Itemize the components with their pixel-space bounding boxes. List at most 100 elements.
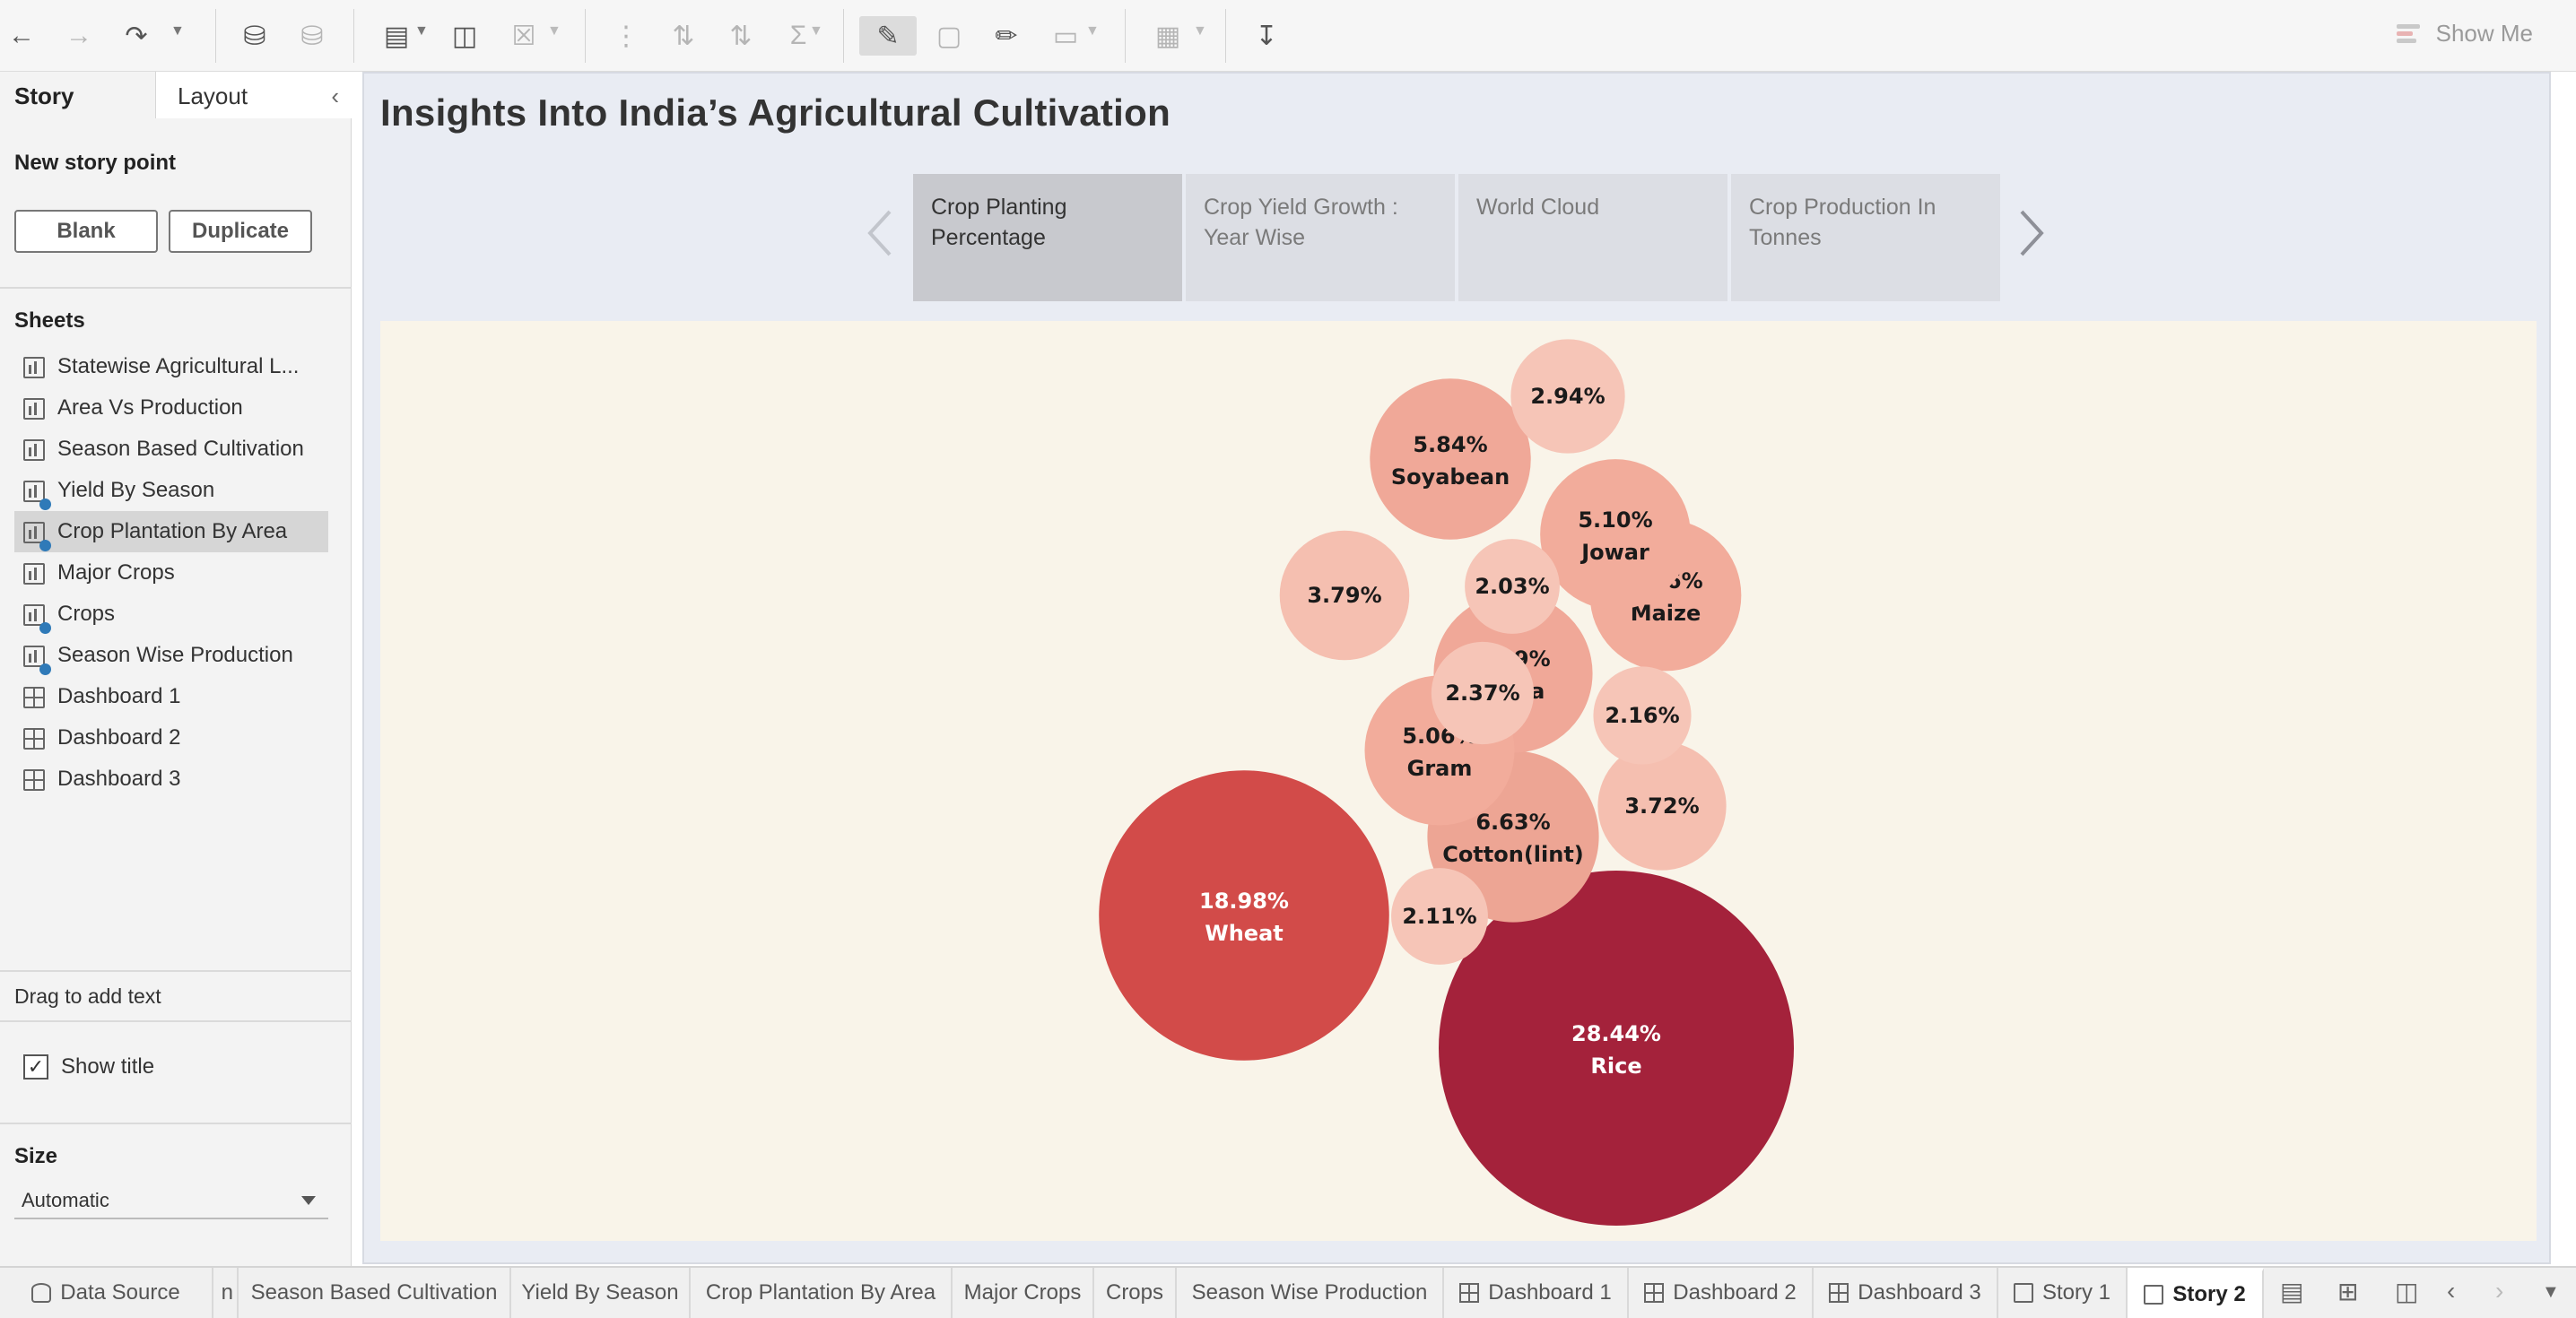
bubble-mark[interactable] <box>1391 868 1488 965</box>
show-me-button[interactable]: Show Me <box>2396 20 2533 48</box>
new-worksheet-icon[interactable]: ▤ <box>383 21 410 51</box>
sheet-item-season-based-cultivation[interactable]: Season Based Cultivation <box>14 429 328 470</box>
new-data-source-icon[interactable]: ⛁ <box>243 21 266 51</box>
sheet-item-yield-by-season[interactable]: Yield By Season <box>14 470 328 511</box>
story-point-crop-planting-percentage[interactable]: Crop Planting Percentage <box>913 174 1182 301</box>
story-point-crop-production[interactable]: Crop Production In Tonnes <box>1731 174 2000 301</box>
back-arrow-icon[interactable]: ← <box>8 21 35 50</box>
presentation-icon[interactable]: ↧ <box>1255 21 1278 51</box>
totals-icon[interactable]: Σ <box>789 21 807 50</box>
story-point-world-cloud[interactable]: World Cloud <box>1458 174 1727 301</box>
bubble-value-label: 2.16% <box>1605 703 1679 728</box>
sort-descending-icon[interactable]: ⇅ <box>729 21 753 51</box>
totals-dropdown-icon[interactable]: ▼ <box>809 23 823 39</box>
tab-story[interactable]: Story <box>0 72 156 118</box>
bubble-mark[interactable] <box>1370 378 1531 540</box>
scroll-tabs-left-icon[interactable]: ‹ <box>2447 1277 2456 1305</box>
story-point-crop-yield-growth[interactable]: Crop Yield Growth : Year Wise <box>1186 174 1455 301</box>
collapse-panel-icon[interactable]: ‹ <box>331 82 339 109</box>
bubble-mark[interactable] <box>1597 741 1727 871</box>
tab-dashboard-1[interactable]: Dashboard 1 <box>1444 1268 1629 1318</box>
fix-axes-icon[interactable]: ▦ <box>1154 21 1181 51</box>
forward-arrow-icon[interactable]: → <box>65 21 92 50</box>
tab-label: Story 2 <box>2172 1282 2246 1306</box>
tab-crop-plantation-by-area[interactable]: Crop Plantation By Area <box>691 1268 953 1318</box>
tab-truncated[interactable]: n <box>213 1268 239 1318</box>
tab-season-wise-production[interactable]: Season Wise Production <box>1177 1268 1444 1318</box>
sheet-label: Dashboard 1 <box>57 684 181 708</box>
toolbar: ← → ↷ ▼ ⛁ ⛁ ▤ ▼ ◫ ☒ ▼ ⋮ ⇅ ⇅ Σ ▼ ✎ ▢ ✏ ▭ … <box>0 0 2576 72</box>
redo-loop-icon[interactable]: ↷ <box>125 21 148 51</box>
tab-major-crops[interactable]: Major Crops <box>953 1268 1094 1318</box>
sheet-item-dashboard-1[interactable]: Dashboard 1 <box>14 676 328 717</box>
show-title-checkbox[interactable]: ✓ <box>23 1054 48 1080</box>
tabs-menu-icon[interactable]: ▼ <box>2542 1282 2560 1302</box>
new-dashboard-tab-icon[interactable]: ⊞ <box>2337 1278 2359 1305</box>
duplicate-sheet-icon[interactable]: ◫ <box>451 21 478 51</box>
sheet-item-area-vs-production[interactable]: Area Vs Production <box>14 387 328 429</box>
tab-dashboard-2[interactable]: Dashboard 2 <box>1629 1268 1814 1318</box>
fix-axes-dropdown-icon[interactable]: ▼ <box>1193 23 1207 39</box>
tab-crops[interactable]: Crops <box>1094 1268 1177 1318</box>
tab-story-1[interactable]: Story 1 <box>1998 1268 2128 1318</box>
bubble-unlabeled[interactable]: 2.11% <box>1391 868 1488 965</box>
bubble-mark[interactable] <box>1431 641 1535 745</box>
drag-to-add-text[interactable]: Drag to add text <box>14 984 161 1008</box>
bubble-unlabeled[interactable]: 2.94% <box>1510 339 1625 454</box>
new-story-tab-icon[interactable]: ◫ <box>2395 1278 2419 1305</box>
bubble-unlabeled[interactable]: 2.03% <box>1465 539 1560 634</box>
annotate-icon[interactable]: ✏ <box>995 21 1018 51</box>
highlight-icon[interactable]: ✎ <box>859 16 917 56</box>
duplicate-story-point-button[interactable]: Duplicate <box>169 210 312 253</box>
next-story-point-icon[interactable] <box>2013 206 2049 260</box>
bubble-mark[interactable] <box>1465 539 1560 634</box>
sheet-item-crops[interactable]: Crops <box>14 594 328 635</box>
tab-data-source[interactable]: Data Source <box>0 1268 213 1318</box>
bubble-crop-label: Jowar <box>1580 540 1649 565</box>
bubble-rice[interactable]: 28.44% Rice <box>1439 871 1794 1226</box>
bubble-mark[interactable] <box>1510 339 1625 454</box>
new-worksheet-dropdown-icon[interactable]: ▼ <box>414 23 429 39</box>
tab-dashboard-3[interactable]: Dashboard 3 <box>1814 1268 1998 1318</box>
fit-dropdown-icon[interactable]: ▼ <box>1085 23 1100 39</box>
fit-view-icon[interactable]: ▭ <box>1052 21 1079 51</box>
clear-sheet-icon[interactable]: ☒ <box>511 21 536 51</box>
bubble-unlabeled[interactable]: 2.16% <box>1593 666 1692 765</box>
bubble-mark[interactable] <box>1540 459 1691 610</box>
text-label-icon[interactable]: ▢ <box>936 21 962 51</box>
bubble-soyabean[interactable]: 5.84% Soyabean <box>1370 378 1531 540</box>
bubble-mark[interactable] <box>1099 770 1389 1061</box>
bubble-value-label: 2.37% <box>1445 681 1519 706</box>
used-in-story-badge-icon <box>39 499 51 510</box>
bubble-unlabeled[interactable]: 3.72% <box>1597 741 1727 871</box>
sort-ascending-icon[interactable]: ⇅ <box>672 21 695 51</box>
bubble-mark[interactable] <box>1439 871 1794 1226</box>
sheet-item-crop-plantation-by-area[interactable]: Crop Plantation By Area <box>14 511 328 552</box>
new-worksheet-tab-icon[interactable]: ▤ <box>2280 1278 2304 1305</box>
scroll-tabs-right-icon[interactable]: › <box>2495 1277 2504 1305</box>
clear-dropdown-icon[interactable]: ▼ <box>547 23 561 39</box>
bubble-mark[interactable] <box>1593 666 1692 765</box>
tab-layout[interactable]: Layout <box>156 72 352 118</box>
size-dropdown[interactable]: Automatic <box>14 1184 328 1219</box>
bubble-value-label: 5.84% <box>1413 432 1487 457</box>
bubble-unlabeled[interactable]: 2.37% <box>1431 641 1535 745</box>
sheet-item-dashboard-2[interactable]: Dashboard 2 <box>14 717 328 759</box>
previous-story-point-icon[interactable] <box>863 206 899 260</box>
story-title[interactable]: Insights Into India’s Agricultural Culti… <box>380 91 1171 134</box>
redo-dropdown-icon[interactable]: ▼ <box>170 23 185 39</box>
sheet-item-season-wise-production[interactable]: Season Wise Production <box>14 635 328 676</box>
sheet-item-major-crops[interactable]: Major Crops <box>14 552 328 594</box>
tab-season-based-cultivation[interactable]: Season Based Cultivation <box>239 1268 511 1318</box>
bubble-unlabeled[interactable]: 3.79% <box>1279 530 1410 661</box>
tab-story-2[interactable]: Story 2 <box>2128 1268 2264 1318</box>
bubble-wheat[interactable]: 18.98% Wheat <box>1099 770 1389 1061</box>
blank-story-point-button[interactable]: Blank <box>14 210 158 253</box>
sheet-item-statewise[interactable]: Statewise Agricultural L... <box>14 346 328 387</box>
tab-yield-by-season[interactable]: Yield By Season <box>511 1268 691 1318</box>
group-members-icon[interactable]: ⋮ <box>613 21 640 51</box>
bubble-jowar[interactable]: 5.10% Jowar <box>1540 459 1691 610</box>
sheet-item-dashboard-3[interactable]: Dashboard 3 <box>14 759 328 800</box>
pause-data-icon[interactable]: ⛁ <box>300 21 324 51</box>
bubble-mark[interactable] <box>1279 530 1410 661</box>
